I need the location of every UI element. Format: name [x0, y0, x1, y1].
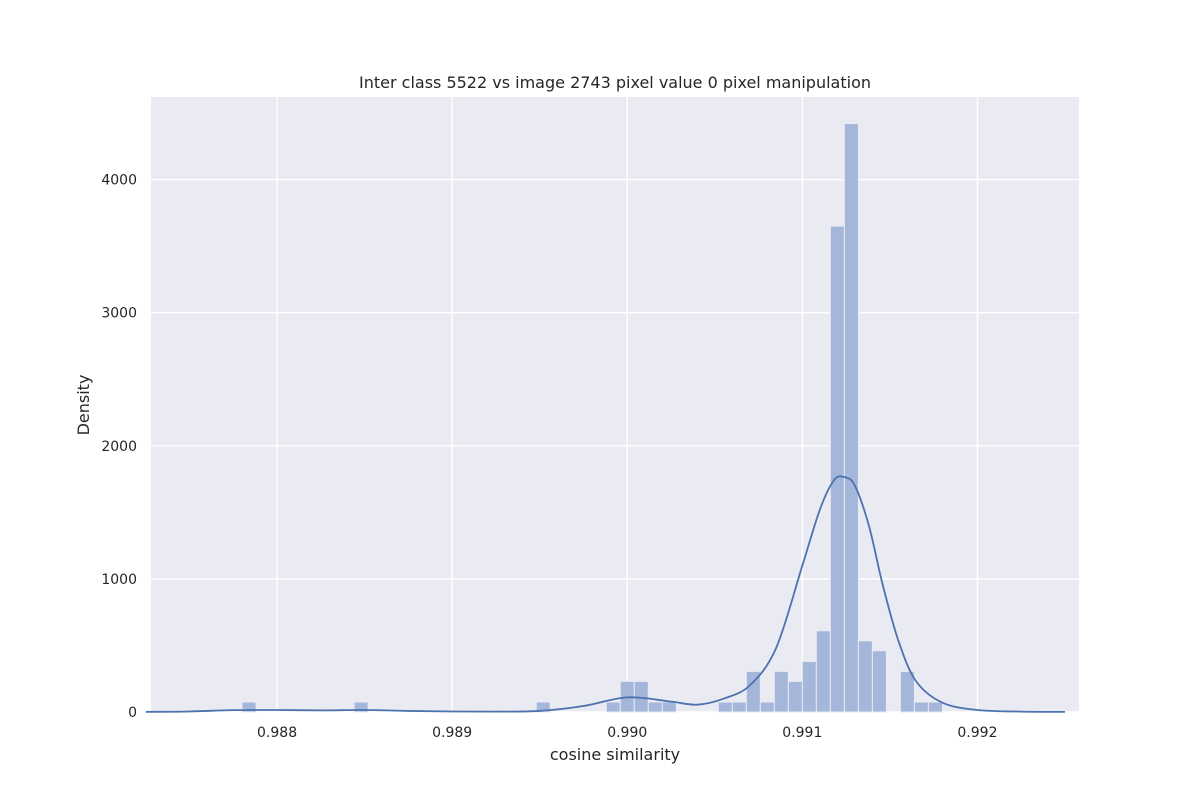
histogram-bar — [787, 680, 803, 713]
x-axis-label: cosine similarity — [550, 745, 680, 764]
y-tick-label: 3000 — [101, 306, 137, 322]
histogram-bar — [843, 123, 859, 713]
histogram-bar — [731, 701, 747, 713]
kde-curve — [145, 475, 1065, 713]
y-axis-label: Density — [74, 375, 93, 436]
histogram-bar — [773, 670, 789, 713]
x-tick-label: 0.992 — [957, 725, 997, 741]
histogram-bar — [871, 650, 887, 713]
histogram-bar — [913, 701, 929, 713]
chart-title: Inter class 5522 vs image 2743 pixel val… — [359, 73, 871, 92]
y-tick-label: 4000 — [101, 173, 137, 189]
histogram-bar — [759, 701, 775, 713]
histogram-bar — [661, 701, 677, 713]
histogram-bar — [353, 701, 369, 713]
histogram-bar — [815, 630, 831, 713]
histogram-bar — [647, 701, 663, 713]
plot-area — [151, 97, 1079, 712]
histogram-bars — [241, 123, 943, 713]
x-tick-label: 0.991 — [782, 725, 822, 741]
x-tick-labels: 0.988 0.989 0.990 0.991 0.992 — [257, 725, 997, 741]
histogram-bar — [899, 670, 915, 713]
x-tick-label: 0.988 — [257, 725, 297, 741]
histogram-bar — [801, 660, 817, 713]
histogram-bar — [927, 701, 943, 713]
y-tick-labels: 0 1000 2000 3000 4000 — [101, 173, 137, 721]
histogram-bar — [857, 640, 873, 713]
y-tick-label: 0 — [128, 705, 137, 721]
x-tick-label: 0.990 — [607, 725, 647, 741]
y-tick-label: 1000 — [101, 572, 137, 588]
histogram-bar — [241, 701, 257, 713]
histogram-bar — [717, 701, 733, 713]
histogram-bar — [745, 670, 761, 713]
y-tick-label: 2000 — [101, 439, 137, 455]
x-tick-label: 0.989 — [432, 725, 472, 741]
histogram-bar — [829, 225, 845, 713]
histogram-bar — [535, 701, 551, 713]
histogram-bar — [605, 701, 621, 713]
